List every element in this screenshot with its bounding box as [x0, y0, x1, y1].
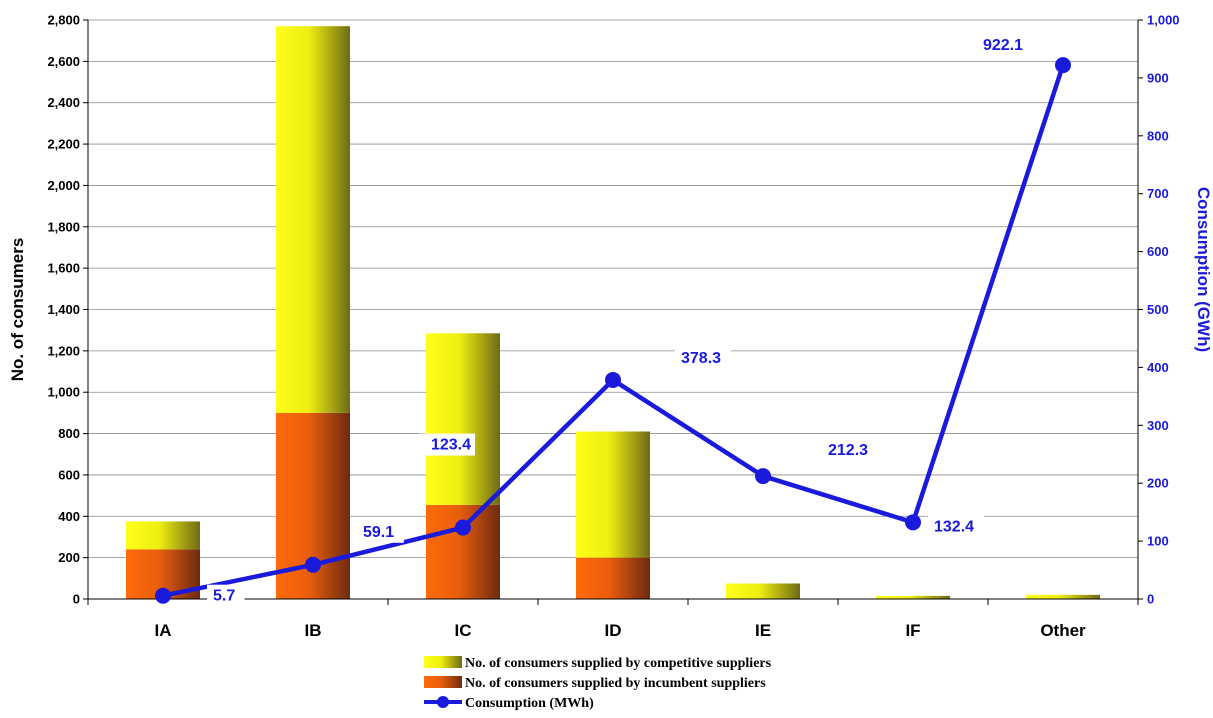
x-tick-label: IE	[755, 621, 771, 640]
consumption-point	[605, 371, 621, 388]
left-tick-label: 1,600	[47, 261, 80, 276]
left-tick-label: 1,800	[47, 219, 80, 234]
y-right-axis-title: Consumption (GWh)	[1194, 187, 1213, 352]
data-label-background	[419, 433, 475, 456]
data-label: 132.4	[934, 518, 974, 535]
data-label: 212.3	[828, 442, 868, 459]
left-tick-label: 0	[73, 592, 80, 607]
data-label-background	[357, 520, 404, 543]
bar-segment	[426, 333, 500, 505]
right-tick-label: 1,000	[1147, 13, 1180, 28]
left-tick-label: 1,200	[47, 343, 80, 358]
x-tick-label: IB	[305, 621, 322, 640]
data-label-background	[928, 515, 984, 538]
left-tick-label: 600	[58, 467, 80, 482]
legend-swatch-marker	[437, 696, 449, 708]
left-tick-label: 2,600	[47, 54, 80, 69]
x-tick-label: IC	[455, 621, 472, 640]
left-tick-label: 1,000	[47, 385, 80, 400]
data-label: 922.1	[983, 37, 1023, 54]
consumption-line	[155, 57, 1071, 604]
right-tick-label: 700	[1147, 186, 1169, 201]
axes: 0 200 400 600 800 1,000 1,200 1,400 1,600 1,800 2,…	[8, 13, 1213, 641]
legend-label: No. of consumers supplied by incumbent s…	[465, 676, 766, 691]
data-labels: 5.7 59.1 123.4 378.3 212.3 132.4 922.1	[207, 34, 1027, 607]
y-left-axis-title: No. of consumers	[8, 238, 27, 382]
legend: No. of consumers supplied by competitive…	[424, 656, 772, 711]
consumption-point	[755, 468, 771, 485]
right-tick-label: 0	[1147, 592, 1154, 607]
right-tick-label: 800	[1147, 128, 1169, 143]
left-tick-label: 400	[58, 509, 80, 524]
right-tick-label: 600	[1147, 244, 1169, 259]
data-label: 123.4	[431, 437, 471, 454]
legend-label: No. of consumers supplied by competitive…	[465, 656, 772, 671]
data-label: 5.7	[213, 588, 235, 605]
consumption-point	[905, 514, 921, 531]
right-tick-label: 200	[1147, 476, 1169, 491]
legend-swatch	[424, 656, 462, 668]
left-tick-label: 800	[58, 426, 80, 441]
bar-segment	[1026, 594, 1100, 599]
legend-label: Consumption (MWh)	[465, 696, 594, 711]
left-tick-label: 200	[58, 550, 80, 565]
bar-segment	[126, 521, 200, 550]
data-label: 59.1	[363, 524, 394, 541]
right-tick-label: 500	[1147, 302, 1169, 317]
data-label-background	[822, 439, 878, 462]
right-tick-label: 300	[1147, 418, 1169, 433]
bar-segment	[426, 504, 500, 599]
right-tick-label: 100	[1147, 534, 1169, 549]
bar-segment	[576, 557, 650, 599]
bar-segment	[876, 595, 950, 599]
bar-segment	[726, 583, 800, 599]
data-label-background	[207, 584, 245, 607]
data-label-background	[971, 34, 1027, 57]
consumption-point	[455, 519, 471, 536]
consumption-point	[1055, 57, 1071, 74]
left-tick-label: 1,400	[47, 302, 80, 317]
consumption-point	[305, 556, 321, 573]
x-tick-label: ID	[605, 621, 622, 640]
x-tick-label: IF	[905, 621, 920, 640]
right-tick-label: 400	[1147, 360, 1169, 375]
left-tick-label: 2,800	[47, 13, 80, 28]
bar-segment	[276, 26, 350, 413]
left-tick-label: 2,400	[47, 95, 80, 110]
bars	[126, 26, 1100, 599]
consumption-point	[155, 587, 171, 604]
right-tick-label: 900	[1147, 70, 1169, 85]
left-tick-label: 2,200	[47, 137, 80, 152]
gridlines	[88, 19, 1138, 559]
left-tick-label: 2,000	[47, 178, 80, 193]
x-tick-label: IA	[155, 621, 172, 640]
legend-swatch	[424, 676, 462, 688]
data-label-background	[675, 346, 731, 369]
x-tick-label: Other	[1040, 621, 1086, 640]
data-label: 378.3	[681, 350, 721, 367]
bar-segment	[576, 431, 650, 558]
